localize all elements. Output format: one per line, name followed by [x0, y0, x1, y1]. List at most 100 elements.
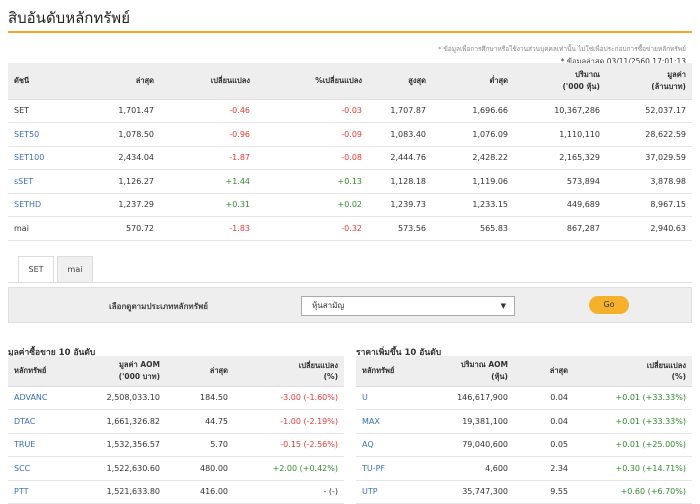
index-high: 1,083.40: [368, 122, 432, 147]
go-button[interactable]: Go: [589, 296, 629, 314]
last-price: 5.70: [166, 433, 234, 457]
index-name[interactable]: sSET: [8, 169, 84, 194]
index-change: +0.31: [160, 193, 256, 217]
symbol-link[interactable]: UTP: [356, 480, 426, 504]
index-low: 1,076.09: [432, 122, 514, 147]
price-change: +0.30 (+14.71%): [574, 456, 692, 481]
price-change: +0.60 (+6.70%): [574, 480, 692, 504]
table-row: MAX 19,381,100 0.04 +0.01 (+33.33%): [356, 409, 692, 434]
index-volume: 10,367,286: [514, 99, 606, 123]
index-high: 1,707.87: [368, 99, 432, 123]
index-change: +1.44: [160, 169, 256, 194]
symbol-link[interactable]: MAX: [356, 409, 426, 434]
table-row: PTT 1,521,633.80 416.00- (-): [8, 480, 344, 504]
index-volume: 449,689: [514, 193, 606, 217]
last-price: 480.00: [166, 456, 234, 481]
symbol-link[interactable]: U: [356, 386, 426, 410]
filter-label: เลือกดูตามประเภทหลักทรัพย์: [109, 302, 208, 311]
symbol-link[interactable]: TU-PF: [356, 456, 426, 481]
price-change: -0.15 (-2.56%): [234, 433, 344, 457]
top-value-header-col-3: เปลี่ยนแปลง (%): [234, 356, 344, 387]
table-row: SETHD 1,237.29 +0.31 +0.02 1,239.73 1,233.15 4…: [8, 193, 692, 217]
table-row: TRUE 1,532,356.57 5.70 -0.15 (-2.56%): [8, 433, 344, 457]
tabs-divider: [8, 282, 692, 283]
index-last: 1,078.50: [84, 122, 160, 147]
security-type-selected: หุ้นสามัญ: [312, 301, 345, 310]
index-header-col-0: ดัชนี: [8, 63, 84, 100]
index-name[interactable]: SET50: [8, 122, 84, 147]
index-name: SET: [8, 99, 84, 123]
top-gainers-body: U 146,617,900 0.04 +0.01 (+33.33%) MAX 19,381…: [356, 386, 692, 504]
index-last: 1,701.47: [84, 99, 160, 123]
table-row: SET100 2,434.04 -1.87 -0.08 2,444.76 2,428.22…: [8, 146, 692, 170]
trade-value: 2,508,033.10: [78, 386, 166, 410]
index-volume: 867,287: [514, 216, 606, 241]
top-gainers-table: หลักทรัพย์ ปริมาณ AOM (หุ้น) ล่าสุด เปลี่ยนแ…: [356, 356, 692, 504]
table-row: U 146,617,900 0.04 +0.01 (+33.33%): [356, 386, 692, 410]
index-high: 573.56: [368, 216, 432, 241]
index-pct-change: +0.13: [256, 169, 368, 194]
top-gainers-header-col-2: ล่าสุด: [514, 356, 574, 387]
top-value-table: หลักทรัพย์ มูลค่า AOM ('000 บาท) ล่าสุด เปลี…: [8, 356, 344, 504]
security-type-select[interactable]: หุ้นสามัญ ▼: [301, 296, 515, 316]
page-title: สิบอันดับหลักทรัพย์: [8, 9, 130, 27]
index-low: 1,119.06: [432, 169, 514, 194]
last-price: 0.04: [514, 386, 574, 410]
top-value-header: หลักทรัพย์ มูลค่า AOM ('000 บาท) ล่าสุด เปลี…: [8, 356, 344, 387]
data-timestamp: * ข้อมูลล่าสุด 03/11/2560 17:01:13: [560, 57, 686, 66]
index-header-col-1: ล่าสุด: [84, 63, 160, 100]
symbol-link[interactable]: AQ: [356, 433, 426, 457]
index-header-col-5: ต่ำสุด: [432, 63, 514, 100]
trade-value: 1,522,630.60: [78, 456, 166, 481]
symbol-link[interactable]: ADVANC: [8, 386, 78, 410]
top-gainers-header-col-3: เปลี่ยนแปลง (%): [574, 356, 692, 387]
market-tabs: SET mai: [18, 256, 96, 282]
table-row: SET50 1,078.50 -0.96 -0.09 1,083.40 1,076.09 1…: [8, 122, 692, 147]
index-low: 565.83: [432, 216, 514, 241]
left-table-title: มูลค่าซื้อขาย 10 อันดับ: [8, 348, 96, 358]
trade-volume: 19,381,100: [426, 409, 514, 434]
symbol-link[interactable]: DTAC: [8, 409, 78, 434]
index-table-header: ดัชนี ล่าสุด เปลี่ยนแปลง %เปลี่ยนแปลง สูงสุด…: [8, 63, 692, 100]
symbol-link[interactable]: SCC: [8, 456, 78, 481]
trade-value: 1,521,633.80: [78, 480, 166, 504]
index-name[interactable]: SETHD: [8, 193, 84, 217]
price-change: +2.00 (+0.42%): [234, 456, 344, 481]
top-value-header-col-2: ล่าสุด: [166, 356, 234, 387]
index-header-col-2: เปลี่ยนแปลง: [160, 63, 256, 100]
index-high: 1,239.73: [368, 193, 432, 217]
last-price: 0.05: [514, 433, 574, 457]
chevron-down-icon: ▼: [500, 302, 506, 310]
index-last: 570.72: [84, 216, 160, 241]
trade-value: 1,532,356.57: [78, 433, 166, 457]
index-value: 37,029.59: [606, 146, 692, 170]
index-table-body: SET 1,701.47 -0.46 -0.03 1,707.87 1,696.66 10,…: [8, 99, 692, 241]
index-table: ดัชนี ล่าสุด เปลี่ยนแปลง %เปลี่ยนแปลง สูงสุด…: [8, 63, 692, 241]
table-row: DTAC 1,661,326.82 44.75 -1.00 (-2.19%): [8, 409, 344, 434]
index-value: 52,037.17: [606, 99, 692, 123]
table-row: AQ 79,040,600 0.05 +0.01 (+25.00%): [356, 433, 692, 457]
tab-set[interactable]: SET: [18, 256, 54, 282]
index-change: -0.96: [160, 122, 256, 147]
trade-volume: 79,040,600: [426, 433, 514, 457]
index-change: -1.83: [160, 216, 256, 241]
index-volume: 2,165,329: [514, 146, 606, 170]
top-value-body: ADVANC 2,508,033.10 184.50 -3.00 (-1.60%) DT…: [8, 386, 344, 504]
index-last: 1,126.27: [84, 169, 160, 194]
index-name: mai: [8, 216, 84, 241]
symbol-link[interactable]: TRUE: [8, 433, 78, 457]
table-row: TU-PF 4,600 2.34 +0.30 (+14.71%): [356, 456, 692, 481]
index-last: 1,237.29: [84, 193, 160, 217]
index-name[interactable]: SET100: [8, 146, 84, 170]
symbol-link[interactable]: PTT: [8, 480, 78, 504]
index-value: 8,967.15: [606, 193, 692, 217]
index-change: -0.46: [160, 99, 256, 123]
index-header-col-7: มูลค่า (ล้านบาท): [606, 63, 692, 100]
tab-mai[interactable]: mai: [57, 256, 93, 282]
index-header-col-4: สูงสุด: [368, 63, 432, 100]
price-change: -1.00 (-2.19%): [234, 409, 344, 434]
index-pct-change: -0.03: [256, 99, 368, 123]
index-value: 3,878.98: [606, 169, 692, 194]
top-value-header-col-1: มูลค่า AOM ('000 บาท): [78, 356, 166, 387]
trade-value: 1,661,326.82: [78, 409, 166, 434]
